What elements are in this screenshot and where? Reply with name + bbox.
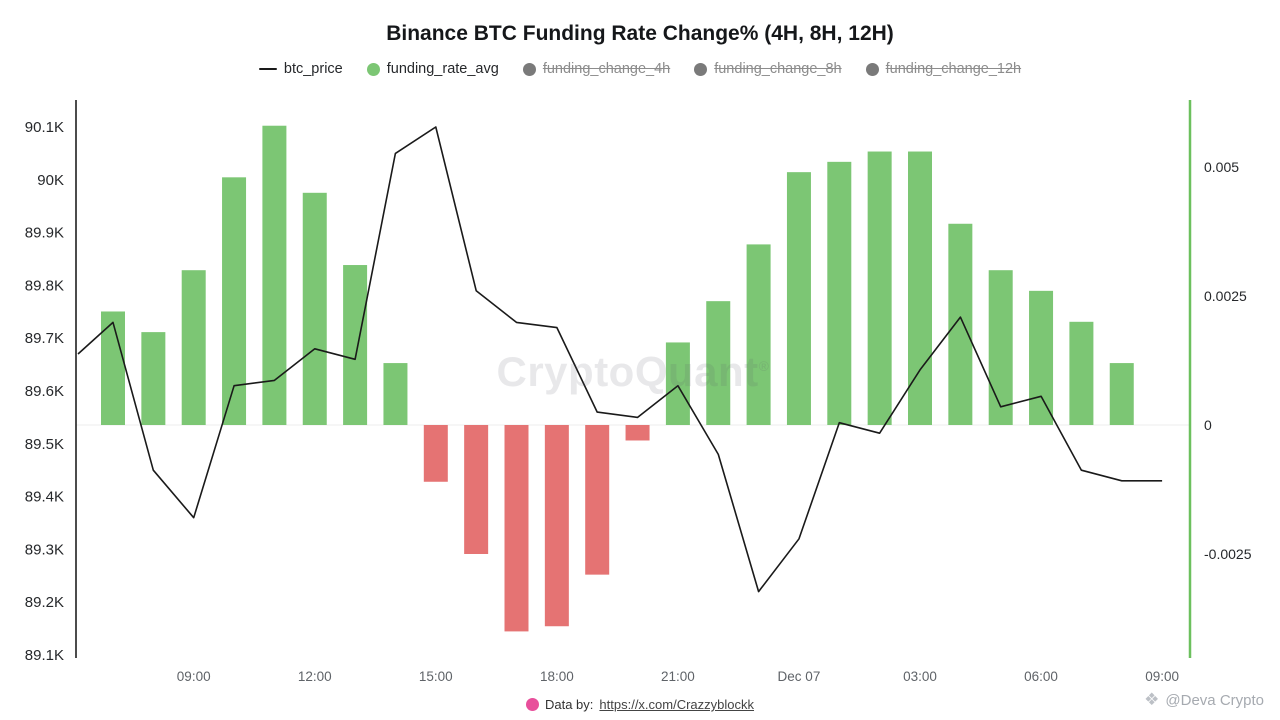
line-marker-icon — [258, 67, 277, 71]
circle-marker-icon — [366, 62, 380, 76]
funding-rate-bar — [706, 301, 731, 425]
x-axis-tick-label: 09:00 — [1145, 669, 1179, 684]
left-axis-tick-label: 89.3K — [25, 541, 64, 558]
left-axis-tick-label: 89.4K — [25, 489, 64, 506]
funding-rate-bar — [827, 161, 852, 425]
funding-rate-bar — [423, 425, 448, 482]
corner-watermark: ❖ @Deva Crypto — [1144, 690, 1264, 710]
legend-label: btc_price — [283, 61, 343, 77]
x-axis-tick-label: 06:00 — [1024, 669, 1058, 684]
funding-rate-bar — [222, 177, 247, 425]
footer: Data by: https://x.com/Crazzyblockk — [0, 697, 1280, 712]
circle-marker-icon — [865, 62, 879, 76]
right-axis-tick-label: 0.0025 — [1204, 288, 1247, 304]
circle-marker-icon — [694, 62, 708, 76]
x-axis-tick-label: Dec 07 — [778, 669, 821, 684]
left-axis-tick-label: 90.1K — [25, 119, 64, 136]
funding-rate-bar — [181, 270, 206, 425]
funding-rate-bar — [141, 332, 166, 425]
x-axis-tick-label: 09:00 — [177, 669, 211, 684]
legend-label: funding_change_8h — [714, 61, 842, 77]
diamond-icon: ❖ — [1144, 690, 1160, 709]
funding-rate-bar — [665, 342, 690, 425]
legend: btc_price funding_rate_avg funding_chang… — [0, 61, 1280, 77]
funding-rate-bar — [343, 265, 368, 425]
corner-watermark-text: @Deva Crypto — [1165, 691, 1264, 709]
legend-label: funding_change_12h — [885, 61, 1022, 77]
legend-item-funding-change-4h[interactable]: funding_change_4h — [522, 61, 671, 77]
legend-item-funding-change-12h[interactable]: funding_change_12h — [865, 61, 1022, 77]
left-axis-tick-label: 89.5K — [25, 436, 64, 453]
funding-rate-bar — [625, 425, 650, 441]
data-by-label: Data by: — [544, 697, 594, 712]
legend-item-funding-rate-avg[interactable]: funding_rate_avg — [366, 61, 499, 77]
x-axis-tick-label: 03:00 — [903, 669, 937, 684]
circle-marker-icon — [522, 62, 536, 76]
x-axis-tick-label: 12:00 — [298, 669, 332, 684]
legend-label: funding_change_4h — [542, 61, 671, 77]
funding-rate-bar — [948, 223, 973, 425]
funding-rate-bar — [786, 172, 811, 425]
btc-price-line — [77, 126, 1163, 593]
left-axis-tick-label: 89.9K — [25, 225, 64, 242]
chart-title: Binance BTC Funding Rate Change% (4H, 8H… — [386, 22, 894, 45]
x-axis-tick-label: 21:00 — [661, 669, 695, 684]
funding-rate-bar — [908, 151, 932, 425]
left-axis-tick-label: 89.6K — [25, 383, 64, 400]
funding-rate-bar — [1109, 363, 1134, 425]
x-axis-tick-label: 18:00 — [540, 669, 574, 684]
data-source-link[interactable]: https://x.com/Crazzyblockk — [599, 697, 755, 712]
left-axis-tick-label: 89.8K — [25, 277, 64, 294]
left-axis-tick-label: 89.2K — [25, 594, 64, 611]
right-axis-tick-label: 0 — [1204, 417, 1212, 433]
funding-rate-bar — [1069, 321, 1094, 425]
legend-label: funding_rate_avg — [386, 61, 499, 77]
funding-rate-bar — [988, 270, 1013, 425]
legend-item-funding-change-8h[interactable]: funding_change_8h — [694, 61, 842, 77]
right-axis-tick-label: -0.0025 — [1204, 546, 1252, 562]
x-axis-tick-label: 15:00 — [419, 669, 453, 684]
left-axis-tick-label: 89.7K — [25, 330, 64, 347]
data-source-icon — [525, 698, 539, 711]
legend-item-btc-price[interactable]: btc_price — [258, 61, 343, 77]
funding-rate-bar — [302, 192, 327, 425]
funding-rate-bar — [585, 425, 610, 575]
funding-rate-bar — [544, 425, 569, 627]
funding-rate-bar — [383, 363, 408, 425]
left-axis-tick-label: 90K — [37, 172, 64, 189]
funding-rate-bar — [1029, 290, 1054, 425]
funding-rate-bar — [101, 311, 125, 425]
left-axis-tick-label: 89.1K — [25, 647, 64, 664]
funding-rate-bar — [464, 425, 489, 554]
right-axis-tick-label: 0.005 — [1204, 159, 1239, 175]
funding-rate-bar — [746, 244, 771, 425]
funding-rate-bar — [867, 151, 892, 425]
funding-rate-bar — [504, 425, 529, 632]
